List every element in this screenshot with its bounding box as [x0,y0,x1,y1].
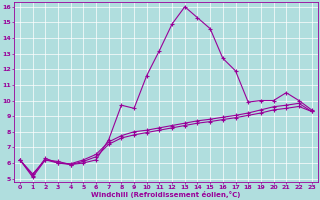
X-axis label: Windchill (Refroidissement éolien,°C): Windchill (Refroidissement éolien,°C) [91,191,240,198]
